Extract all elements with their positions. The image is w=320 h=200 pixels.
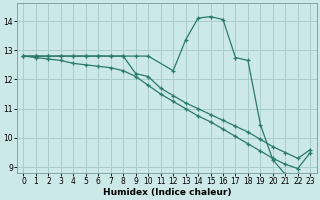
X-axis label: Humidex (Indice chaleur): Humidex (Indice chaleur) (103, 188, 231, 197)
